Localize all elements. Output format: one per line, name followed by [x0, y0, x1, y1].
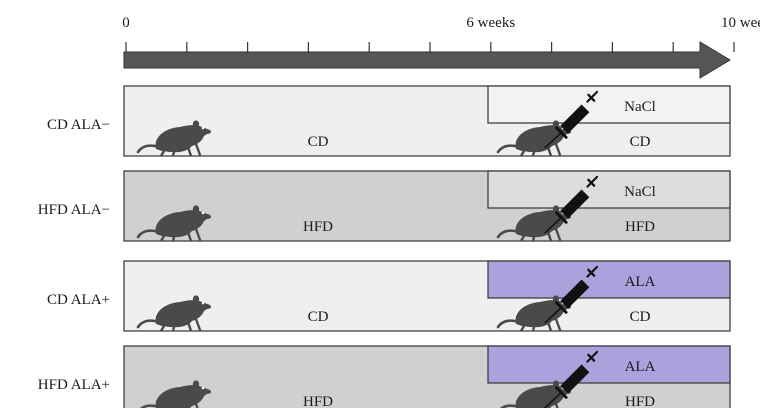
treatment-bar — [487, 260, 731, 299]
timeline-tick-label: 6 weeks — [466, 15, 515, 31]
group-rows: CD ALA− CD CD NaCl HFD ALA− HFD HFD NaCl CD ALA+… — [38, 85, 731, 408]
group-row: HFD ALA− HFD HFD NaCl — [38, 170, 731, 242]
treatment-bar — [487, 345, 731, 384]
diet-label-late: CD — [630, 134, 651, 150]
timeline-tick-label: 10 weeks — [721, 15, 760, 31]
timeline-tick-label: 0 — [122, 15, 130, 31]
timeline-axis: 0 6 weeks 10 weeks — [122, 15, 760, 79]
group-label: HFD ALA+ — [38, 377, 110, 393]
group-row: CD ALA+ CD CD ALA — [47, 260, 731, 332]
group-label: CD ALA− — [47, 117, 110, 133]
treatment-bar — [487, 85, 731, 124]
group-label: HFD ALA− — [38, 202, 110, 218]
group-row: HFD ALA+ HFD HFD ALA — [38, 345, 731, 408]
diet-label: HFD — [303, 219, 333, 235]
timeline-ticks: 0 6 weeks 10 weeks — [122, 15, 760, 52]
treatment-label: NaCl — [624, 184, 656, 200]
diet-label: CD — [308, 134, 329, 150]
diet-label-late: HFD — [625, 219, 655, 235]
treatment-label: ALA — [625, 359, 656, 375]
timeline-arrow — [123, 41, 731, 79]
diet-label: CD — [308, 309, 329, 325]
group-label: CD ALA+ — [47, 292, 110, 308]
diet-label-late: CD — [630, 309, 651, 325]
treatment-label: ALA — [625, 274, 656, 290]
treatment-label: NaCl — [624, 99, 656, 115]
diet-label-late: HFD — [625, 394, 655, 408]
treatment-bar — [487, 170, 731, 209]
group-row: CD ALA− CD CD NaCl — [47, 85, 731, 157]
diet-label: HFD — [303, 394, 333, 408]
